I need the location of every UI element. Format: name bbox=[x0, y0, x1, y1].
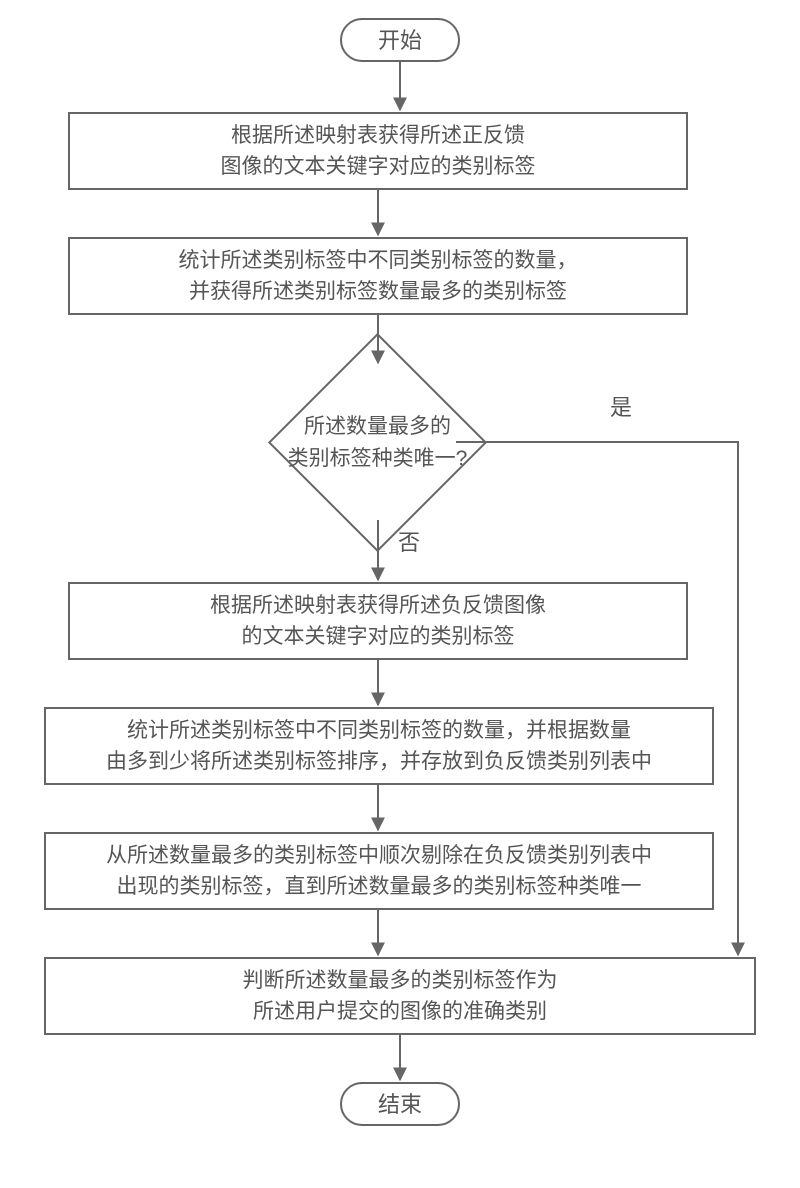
p2-line2: 并获得所述类别标签数量最多的类别标签 bbox=[179, 276, 578, 308]
process-4: 统计所述类别标签中不同类别标签的数量，并根据数量 由多到少将所述类别标签排序，并… bbox=[44, 707, 714, 785]
start-text: 开始 bbox=[378, 24, 422, 57]
p2-line1: 统计所述类别标签中不同类别标签的数量， bbox=[179, 245, 578, 277]
p3-line2: 的文本关键字对应的类别标签 bbox=[210, 621, 546, 653]
end-terminator: 结束 bbox=[340, 1082, 460, 1126]
process-3: 根据所述映射表获得所述负反馈图像 的文本关键字对应的类别标签 bbox=[68, 582, 688, 660]
end-text: 结束 bbox=[378, 1088, 422, 1121]
process-2: 统计所述类别标签中不同类别标签的数量， 并获得所述类别标签数量最多的类别标签 bbox=[68, 237, 688, 315]
p5-line1: 从所述数量最多的类别标签中顺次剔除在负反馈类别列表中 bbox=[106, 840, 652, 872]
d1-line1: 所述数量最多的 bbox=[288, 411, 468, 443]
p6-line2: 所述用户提交的图像的准确类别 bbox=[243, 996, 558, 1028]
decision-1-text: 所述数量最多的 类别标签种类唯一? bbox=[240, 365, 515, 520]
process-1: 根据所述映射表获得所述正反馈 图像的文本关键字对应的类别标签 bbox=[68, 112, 688, 190]
p6-line1: 判断所述数量最多的类别标签作为 bbox=[243, 965, 558, 997]
p1-line2: 图像的文本关键字对应的类别标签 bbox=[221, 151, 536, 183]
p4-line1: 统计所述类别标签中不同类别标签的数量，并根据数量 bbox=[106, 715, 652, 747]
process-5: 从所述数量最多的类别标签中顺次剔除在负反馈类别列表中 出现的类别标签，直到所述数… bbox=[44, 832, 714, 910]
label-yes: 是 bbox=[610, 390, 632, 422]
p1-line1: 根据所述映射表获得所述正反馈 bbox=[221, 120, 536, 152]
d1-line2: 类别标签种类唯一? bbox=[288, 443, 468, 475]
label-no: 否 bbox=[398, 525, 420, 557]
p5-line2: 出现的类别标签，直到所述数量最多的类别标签种类唯一 bbox=[106, 871, 652, 903]
p4-line2: 由多到少将所述类别标签排序，并存放到负反馈类别列表中 bbox=[106, 746, 652, 778]
p3-line1: 根据所述映射表获得所述负反馈图像 bbox=[210, 590, 546, 622]
process-6: 判断所述数量最多的类别标签作为 所述用户提交的图像的准确类别 bbox=[44, 957, 756, 1035]
start-terminator: 开始 bbox=[340, 18, 460, 62]
